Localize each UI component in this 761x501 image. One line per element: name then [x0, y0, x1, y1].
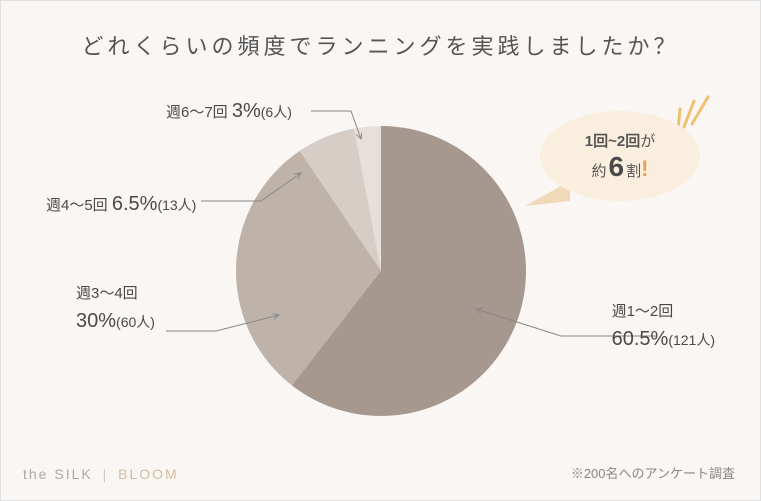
brand-silk: the SILK	[23, 466, 93, 482]
callout-line2: 約6割!	[592, 151, 649, 183]
slice-label-2: 週3～4回 30%(60人)	[76, 283, 155, 336]
leader-lines	[1, 1, 761, 501]
callout-line1: 1回~2回が	[585, 130, 655, 151]
survey-note: ※200名へのアンケート調査	[571, 463, 735, 482]
slice-label-4: 週6～7回 3%(6人)	[166, 96, 292, 126]
slice-label-1: 週1～2回 60.5%(121人)	[612, 301, 715, 354]
brand-bloom: BLOOM	[118, 466, 179, 482]
infographic-frame: どれくらいの頻度でランニングを実践しましたか？ 1回~2回が 約6割!	[0, 0, 761, 501]
brand-footer: the SILK | BLOOM	[23, 466, 179, 482]
highlight-callout: 1回~2回が 約6割!	[540, 111, 700, 201]
brand-divider: |	[103, 466, 109, 482]
slice-label-3: 週4～5回 6.5%(13人)	[46, 189, 196, 219]
